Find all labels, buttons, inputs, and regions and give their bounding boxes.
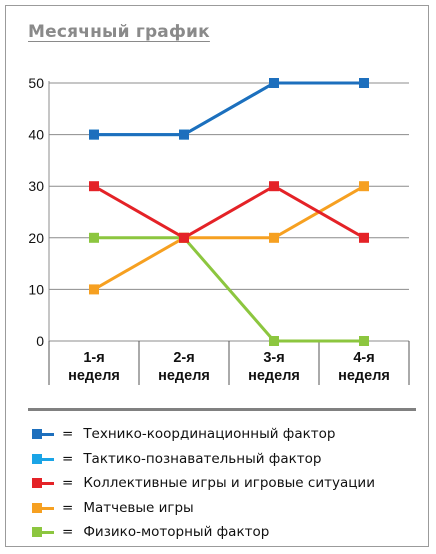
legend-swatch [32, 502, 54, 513]
series-line [94, 236, 364, 343]
x-tick-label: 1-я [83, 350, 104, 366]
x-tick-label: неделя [248, 368, 300, 384]
y-tick-label: 10 [28, 281, 44, 297]
data-point [89, 129, 99, 140]
x-tick-label: неделя [68, 368, 120, 384]
y-tick-label: 30 [28, 178, 44, 194]
legend-swatch [32, 527, 54, 538]
data-point [359, 181, 369, 192]
data-point [179, 232, 189, 243]
legend-item: = Технико-координационный фактор [28, 422, 375, 447]
y-tick-label: 40 [28, 127, 44, 143]
legend-equals: = [62, 450, 74, 467]
legend-separator [28, 408, 416, 411]
y-tick-label: 20 [28, 230, 44, 246]
data-point [359, 78, 369, 88]
legend: = Технико-координационный фактор = Тактико-… [28, 422, 375, 545]
x-tick-label: 2-я [173, 350, 194, 366]
legend-equals: = [62, 499, 74, 516]
legend-label: Коллективные игры и игровые ситуации [83, 475, 375, 492]
legend-equals: = [62, 524, 74, 541]
data-point [359, 232, 369, 243]
y-tick-label: 0 [36, 333, 44, 349]
chart-title: Месячный график [28, 22, 210, 42]
x-tick-label: 4-я [353, 350, 374, 366]
data-point [89, 284, 99, 295]
legend-swatch [32, 453, 54, 464]
x-tick-label: неделя [338, 368, 390, 384]
data-point [359, 336, 369, 346]
legend-label: Технико-координационный фактор [83, 426, 336, 443]
data-point [269, 181, 279, 192]
legend-swatch [32, 478, 54, 489]
legend-swatch [32, 429, 54, 440]
legend-label: Матчевые игры [83, 499, 194, 516]
data-point [179, 129, 189, 140]
legend-item: = Тактико-познавательный фактор [28, 447, 375, 472]
data-point [269, 78, 279, 88]
x-tick-label: неделя [158, 368, 210, 384]
chart-card: Месячный график 0 10 20 30 40 50 1-я неделя 2-я н… [5, 5, 429, 547]
line-chart: 0 10 20 30 40 50 1-я неделя 2-я неделя 3-я неделя 4-… [28, 75, 410, 385]
x-tick-label: 3-я [263, 350, 284, 366]
data-point [89, 232, 99, 243]
legend-label: Физико-моторный фактор [83, 524, 270, 541]
legend-item: = Матчевые игры [28, 496, 375, 521]
legend-item: = Физико-моторный фактор [28, 520, 375, 545]
series-line [93, 184, 365, 240]
data-point [89, 181, 99, 192]
legend-item: = Коллективные игры и игровые ситуации [28, 471, 375, 496]
legend-label: Тактико-познавательный фактор [83, 450, 322, 467]
data-point [269, 232, 279, 243]
data-point [269, 336, 279, 346]
legend-equals: = [62, 475, 74, 492]
y-tick-label: 50 [28, 75, 44, 91]
legend-equals: = [62, 426, 74, 443]
series-line [94, 81, 364, 137]
